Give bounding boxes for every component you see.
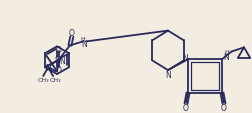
- Text: CH₃: CH₃: [49, 78, 61, 83]
- Text: N: N: [81, 40, 86, 48]
- Text: N: N: [181, 53, 187, 62]
- Text: N: N: [59, 56, 65, 65]
- Text: O: O: [220, 103, 226, 112]
- Text: H: H: [80, 37, 85, 42]
- Text: O: O: [182, 103, 188, 112]
- Text: O: O: [55, 45, 61, 54]
- Text: N: N: [165, 70, 170, 79]
- Text: CH₃: CH₃: [37, 78, 49, 83]
- Text: S: S: [54, 55, 59, 64]
- Text: O: O: [69, 29, 75, 38]
- Text: N: N: [45, 63, 51, 72]
- Text: N: N: [222, 52, 228, 61]
- Text: O: O: [55, 65, 61, 74]
- Text: H: H: [224, 49, 229, 54]
